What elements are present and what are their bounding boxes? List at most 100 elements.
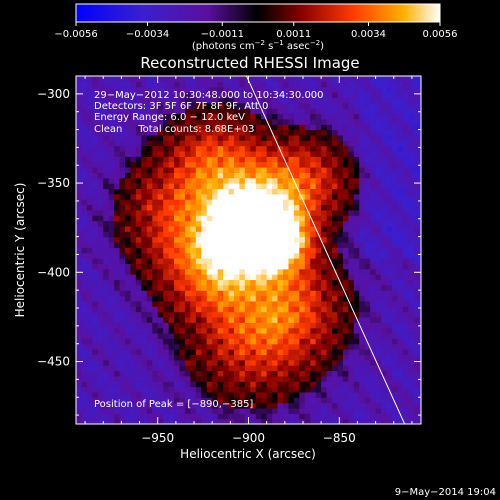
heatmap-cell [217, 140, 224, 147]
heatmap-cell [364, 327, 371, 334]
heatmap-cell [174, 241, 181, 248]
heatmap-cell [135, 407, 142, 414]
heatmap-cell [348, 247, 355, 254]
heatmap-cell [92, 113, 99, 120]
heatmap-cell [223, 375, 230, 382]
heatmap-cell [250, 81, 257, 88]
heatmap-cell [310, 188, 317, 195]
heatmap-cell [223, 134, 230, 141]
heatmap-cell [337, 370, 344, 377]
heatmap-cell [195, 322, 202, 329]
heatmap-cell [315, 108, 322, 115]
heatmap-cell [184, 391, 191, 398]
heatmap-cell [408, 145, 415, 152]
heatmap-cell [146, 241, 153, 248]
heatmap-cell [272, 418, 279, 424]
heatmap-cell [402, 268, 409, 275]
heatmap-cell [402, 81, 409, 88]
heatmap-cell [217, 402, 224, 409]
heatmap-cell [375, 97, 382, 104]
heatmap-cell [386, 118, 393, 125]
heatmap-cell [381, 177, 388, 184]
heatmap-cell [283, 177, 290, 184]
heatmap-cell [76, 274, 83, 281]
heatmap-cell [179, 188, 186, 195]
heatmap-cell [288, 167, 295, 173]
heatmap-cell [391, 92, 398, 99]
heatmap-cell [184, 332, 191, 339]
heatmap-cell [255, 156, 262, 163]
heatmap-cell [321, 215, 328, 222]
heatmap-cell [217, 188, 224, 195]
heatmap-cell [201, 145, 208, 152]
heatmap-cell [190, 263, 197, 270]
heatmap-cell [255, 124, 262, 131]
heatmap-cell [233, 402, 241, 409]
heatmap-cell [370, 124, 377, 131]
heatmap-cell [212, 365, 219, 372]
heatmap-cell [201, 124, 208, 131]
heatmap-cell [419, 391, 421, 398]
heatmap-cell [239, 407, 246, 414]
heatmap-cell [315, 370, 322, 377]
heatmap-cell [125, 300, 132, 307]
heatmap-cell [364, 252, 371, 259]
heatmap-cell [223, 140, 230, 147]
heatmap-cell [244, 322, 251, 329]
heatmap-cell [152, 365, 159, 372]
heatmap-cell [184, 118, 191, 125]
heatmap-cell [190, 359, 197, 366]
heatmap-cell [206, 108, 213, 115]
heatmap-cell [206, 252, 213, 259]
heatmap-cell [92, 381, 99, 388]
heatmap-cell [81, 332, 88, 339]
heatmap-cell [157, 284, 164, 291]
heatmap-cell [397, 81, 404, 88]
heatmap-cell [244, 113, 251, 120]
heatmap-cell [201, 327, 208, 334]
heatmap-cell [364, 381, 371, 388]
heatmap-cell [212, 241, 219, 248]
heatmap-cell [364, 209, 371, 216]
heatmap-cell [103, 370, 110, 377]
heatmap-cell [277, 279, 284, 286]
heatmap-cell [168, 365, 175, 372]
heatmap-cell [184, 231, 191, 238]
heatmap-cell [293, 381, 300, 388]
heatmap-cell [217, 225, 224, 232]
heatmap-cell [391, 188, 398, 195]
heatmap-cell [201, 418, 208, 424]
heatmap-cell [81, 365, 88, 372]
heatmap-cell [326, 258, 333, 264]
heatmap-cell [233, 129, 241, 136]
heatmap-cell [86, 231, 93, 238]
heatmap-cell [277, 161, 284, 168]
heatmap-cell [244, 386, 251, 393]
heatmap-cell [359, 199, 366, 206]
heatmap-cell [108, 92, 115, 99]
heatmap-cell [381, 145, 388, 152]
heatmap-cell [146, 140, 153, 147]
heatmap-cell [315, 102, 322, 109]
heatmap-cell [419, 172, 421, 179]
heatmap-cell [217, 167, 224, 173]
heatmap-cell [233, 172, 241, 179]
heatmap-cell [315, 375, 322, 382]
heatmap-cell [250, 134, 257, 141]
heatmap-cell [244, 263, 251, 270]
heatmap-cell [97, 102, 104, 109]
heatmap-cell [277, 391, 284, 398]
heatmap-cell [239, 316, 246, 323]
heatmap-cell [223, 343, 230, 350]
heatmap-cell [217, 332, 224, 339]
heatmap-cell [419, 167, 421, 173]
solar-limb-line [245, 76, 406, 424]
heatmap-cell [233, 156, 241, 163]
heatmap-cell [119, 156, 126, 163]
heatmap-cell [315, 118, 322, 125]
heatmap-cell [288, 349, 295, 355]
heatmap-cell [135, 354, 142, 361]
heatmap-cell [125, 188, 132, 195]
heatmap-cell [239, 172, 246, 179]
heatmap-cell [304, 381, 311, 388]
